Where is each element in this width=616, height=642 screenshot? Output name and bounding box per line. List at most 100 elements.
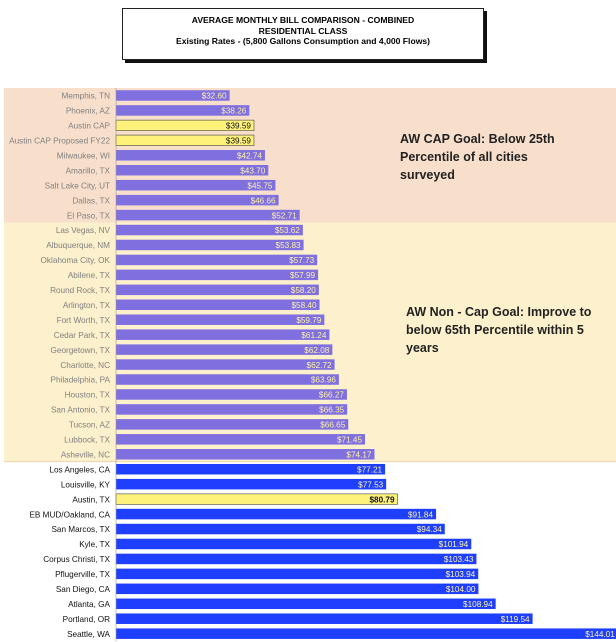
bar-value-label: $144.01 [585,630,615,639]
category-label: Atlanta, GA [68,600,110,609]
category-label: Memphis, TN [61,92,110,101]
bar-value-label: $66.65 [320,421,345,430]
category-label: EB MUD/Oakland, CA [29,510,110,519]
bar-value-label: $62.72 [307,361,332,370]
bar-value-label: $45.75 [247,181,272,190]
bar [116,374,339,385]
bar-value-label: $103.94 [446,570,476,579]
bar [116,598,496,610]
bar [116,583,479,595]
bar-value-label: $52.71 [272,211,297,220]
category-label: Kyle, TX [79,540,110,549]
category-label: Salt Lake City, UT [45,181,110,190]
bar-value-label: $61.24 [301,331,326,340]
category-label: San Diego, CA [56,585,111,594]
bar-value-label: $62.08 [304,346,329,355]
bar-value-label: $77.53 [358,480,383,489]
category-label: Cedar Park, TX [54,331,111,340]
bar [116,224,303,236]
bar [116,404,348,415]
bar-value-label: $94.34 [417,525,442,534]
category-label: Seattle, WA [67,630,110,639]
category-label: Albuquerque, NM [46,241,110,250]
bar-value-label: $103.43 [444,555,474,564]
bar-value-label: $43.70 [240,166,265,175]
bar-value-label: $53.62 [275,226,300,235]
chart-subtitle-2: Existing Rates - (5,800 Gallons Consumpt… [175,36,431,46]
bar [116,314,325,325]
category-label: Charlotte, NC [60,361,110,370]
bar-value-label: $57.73 [289,256,314,265]
category-label: Fort Worth, TX [57,316,111,325]
cap-goal-annotation: AW CAP Goal: Below 25th Percentile of al… [400,132,555,182]
category-label: Portland, OR [63,615,110,624]
category-label: San Marcos, TX [51,525,110,534]
noncap-goal-annotation: AW Non - Cap Goal: Improve to below 65th… [406,305,592,355]
bar-value-label: $104.00 [446,585,476,594]
bar [116,523,445,535]
category-label: Oklahoma City, OK [41,256,111,265]
chart-title-box: AVERAGE MONTHLY BILL COMPARISON - COMBIN… [122,8,484,60]
chart-subtitle: RESIDENTIAL CLASS [258,25,348,36]
category-label: Dallas, TX [72,196,110,205]
bar [116,508,437,520]
bar-value-label: $77.21 [357,465,382,474]
category-label: Tucson, AZ [69,421,110,430]
bar-value-label: $59.79 [296,316,321,325]
bar [116,419,349,430]
category-label: Asheville, NC [61,450,110,459]
bar-value-label: $32.60 [202,92,227,101]
category-label: Lubbock, TX [64,436,110,445]
bar-value-label: $53.83 [276,241,301,250]
bar-value-label: $38.26 [221,107,246,116]
bar-value-label: $58.20 [291,286,316,295]
category-label: Milwaukee, WI [57,151,110,160]
category-label: Corpus Christi, TX [43,555,110,564]
bar [116,553,477,565]
category-label: Austin CAP [68,122,110,131]
category-label: Amarillo, TX [66,166,111,175]
category-label: Pflugerville, TX [55,570,110,579]
category-label: Austin CAP Proposed FY22 [9,137,110,146]
category-label: Georgetown, TX [51,346,111,355]
bar [116,105,250,116]
bar-value-label: $80.79 [370,495,395,504]
bar [116,434,366,445]
category-label: San Antonio, TX [51,406,111,415]
bar-value-label: $63.96 [311,376,336,385]
bar-value-label: $39.59 [226,122,251,131]
bar-value-label: $119.54 [501,615,530,624]
bar-value-label: $108.94 [463,600,493,609]
bar [116,284,319,296]
bar [116,90,230,101]
bar [116,478,387,490]
bar-value-label: $66.35 [319,406,344,415]
bar-value-label: $91.84 [408,510,433,519]
bar [116,254,318,266]
category-label: Philadelphia, PA [51,376,111,385]
bar [116,164,269,176]
bar [116,463,386,475]
category-label: Louisville, KY [61,480,111,489]
chart-title: AVERAGE MONTHLY BILL COMPARISON - COMBIN… [191,15,415,25]
bar [116,613,533,624]
bar-value-label: $66.27 [319,391,344,400]
category-label: El Paso, TX [67,211,111,220]
bar-value-label: $39.59 [226,137,251,146]
bar-value-label: $101.94 [439,540,469,549]
bar-value-label: $46.66 [251,196,276,205]
bar-value-label: $71.45 [337,436,362,445]
bar [116,568,479,580]
bar [116,299,320,311]
category-label: Abilene, TX [68,271,111,280]
bar [116,239,304,251]
category-label: Houston, TX [65,391,111,400]
bar [116,209,300,221]
bar [116,628,616,639]
category-label: Los Angeles, CA [49,465,110,474]
bar [116,389,347,400]
bar [116,179,276,191]
bar [116,538,472,550]
category-label: Round Rock, TX [50,286,110,295]
